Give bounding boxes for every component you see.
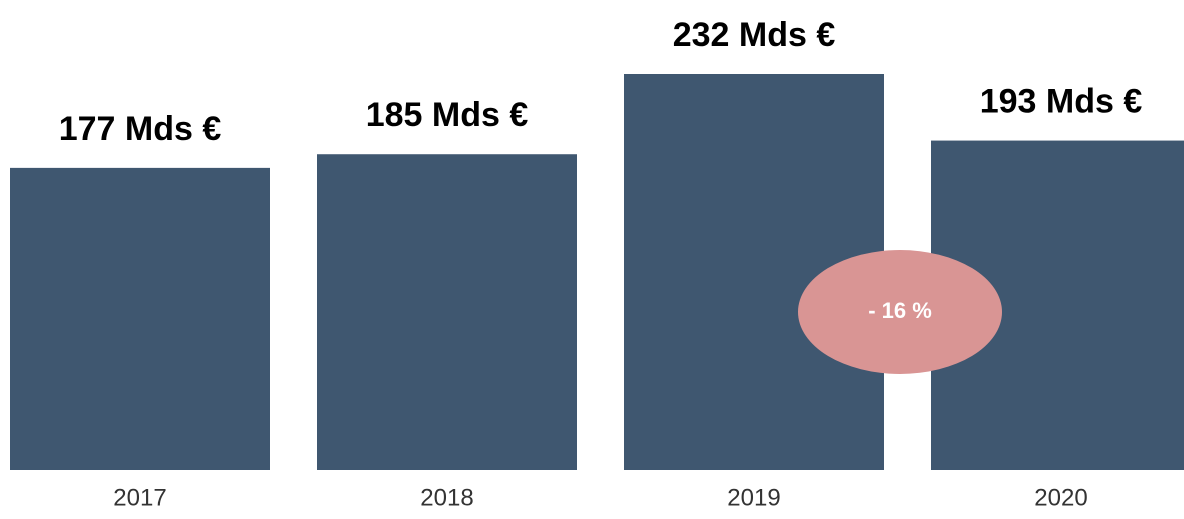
change-bubble <box>798 250 1002 374</box>
change-label: - 16 % <box>868 298 932 323</box>
bar <box>317 154 577 471</box>
x-tick-label: 2019 <box>727 484 780 511</box>
x-tick-label: 2017 <box>113 484 166 511</box>
value-label: 185 Mds € <box>366 96 529 134</box>
value-label: 177 Mds € <box>59 110 222 148</box>
x-tick-label: 2020 <box>1034 484 1087 511</box>
value-label: 232 Mds € <box>673 16 836 54</box>
value-label: 193 Mds € <box>980 83 1143 121</box>
bar <box>10 167 270 470</box>
x-tick-label: 2018 <box>420 484 473 511</box>
